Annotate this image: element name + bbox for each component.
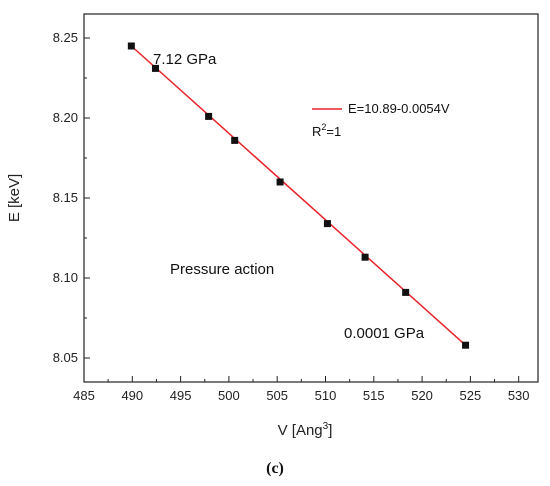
x-tick-label: 505 xyxy=(266,388,288,403)
r2-sup: 2 xyxy=(321,122,326,132)
data-point xyxy=(151,64,159,72)
y-tick-label: 8.20 xyxy=(53,110,78,125)
y-tick-label: 8.15 xyxy=(53,190,78,205)
data-point xyxy=(361,253,369,261)
annotation-pressure-action: Pressure action xyxy=(170,261,274,278)
x-title-main: V [Ang xyxy=(278,422,323,439)
fit-line xyxy=(130,45,467,346)
y-tick-label: 8.05 xyxy=(53,350,78,365)
annotation-top-point: 7.12 GPa xyxy=(153,51,217,68)
annotation-bottom-point: 0.0001 GPa xyxy=(344,325,425,342)
y-tick-labels: 8.05 8.10 8.15 8.20 8.25 xyxy=(53,30,78,365)
x-tick-label: 500 xyxy=(218,388,240,403)
y-tick-label: 8.25 xyxy=(53,30,78,45)
data-point xyxy=(127,42,135,50)
x-tick-label: 485 xyxy=(73,388,95,403)
x-tick-label: 530 xyxy=(508,388,530,403)
points-layer xyxy=(127,42,470,349)
chart: 485 490 495 500 505 510 515 520 525 530 8.058.108… xyxy=(6,13,539,439)
data-point xyxy=(231,136,239,144)
x-tick-label: 520 xyxy=(411,388,433,403)
data-point xyxy=(462,341,470,349)
y-tick-label: 8.10 xyxy=(53,270,78,285)
data-point xyxy=(402,288,410,296)
panel-label: (c) xyxy=(266,460,284,477)
r2-rest: =1 xyxy=(326,124,341,139)
x-title-sup: 3 xyxy=(323,421,329,432)
data-point xyxy=(276,178,284,186)
plot-frame xyxy=(83,13,539,383)
data-point xyxy=(323,220,331,228)
x-tick-label: 515 xyxy=(363,388,385,403)
legend-r2: R2=1 xyxy=(312,122,341,139)
data-point xyxy=(205,112,213,120)
x-tick-label: 525 xyxy=(460,388,482,403)
y-axis-title: E [keV] xyxy=(6,174,23,222)
x-axis-title: V [Ang3] xyxy=(278,421,333,439)
ticks-layer xyxy=(83,37,520,382)
x-title-close: ] xyxy=(328,422,332,439)
r2-base: R xyxy=(312,124,321,139)
x-tick-label: 490 xyxy=(121,388,143,403)
x-tick-labels: 485 490 495 500 505 510 515 520 525 530 xyxy=(73,388,529,403)
x-tick-label: 510 xyxy=(315,388,337,403)
legend-label: E=10.89-0.0054V xyxy=(348,101,450,116)
x-tick-label: 495 xyxy=(170,388,192,403)
